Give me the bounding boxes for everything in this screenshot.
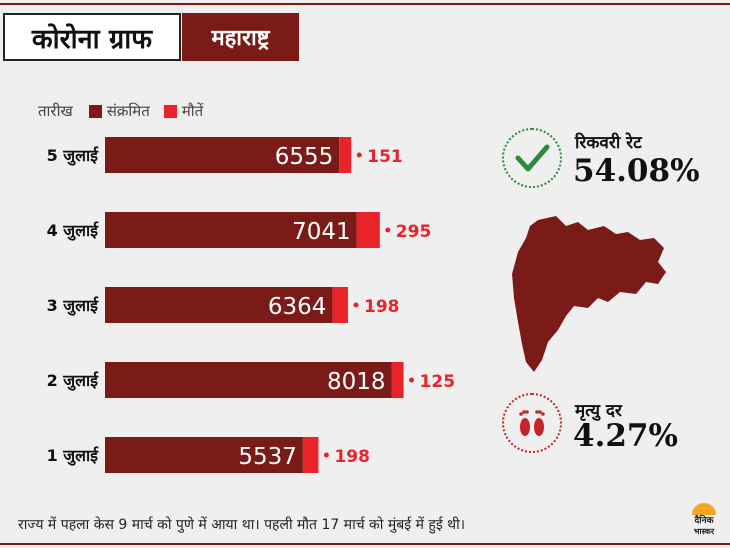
deaths-bar (332, 287, 348, 323)
recovery-circle (502, 128, 562, 188)
death-rate-value: 4.27% (573, 418, 678, 454)
dainik-bhaskar-logo: दैनिक भास्कर (684, 503, 724, 543)
deaths-value-label: 125 (420, 372, 456, 392)
infected-bar (105, 137, 340, 173)
date-label: 5 जुलाई (47, 146, 100, 166)
legend-swatch-infected (88, 104, 102, 118)
deaths-bar (391, 362, 404, 398)
sun-icon (692, 503, 716, 515)
date-label: 2 जुलाई (47, 371, 100, 391)
logo-line-2: भास्कर (693, 527, 715, 536)
maharashtra-map-icon (512, 216, 666, 372)
deaths-value-label: 295 (396, 222, 432, 242)
death-stat (502, 393, 562, 453)
deaths-value-label: 151 (367, 147, 403, 167)
bar-chart: 5 जुलाई 6555 151 4 जुलाई 7041 295 3 जुलाई 6364 1… (47, 137, 456, 473)
recovery-value: 54.08% (573, 153, 700, 189)
chart-legend: तारीख संक्रमित मौतें (38, 100, 217, 122)
deaths-dot (323, 452, 329, 458)
logo-line-1: दैनिक (694, 516, 714, 526)
state-badge: महाराष्ट्र (182, 13, 299, 61)
infected-value-label: 6364 (268, 294, 327, 320)
legend-item-deaths: मौतें (163, 101, 204, 121)
legend-label-infected: संक्रमित (106, 102, 150, 120)
infected-value-label: 8018 (327, 369, 386, 395)
top-border (0, 3, 730, 5)
death-rate-label: मृत्यु दर (575, 401, 622, 421)
infected-bar (105, 362, 392, 398)
legend-label-deaths: मौतें (181, 102, 204, 120)
check-icon (515, 144, 550, 172)
deaths-value-label: 198 (334, 447, 370, 467)
footnote: राज्य में पहला केस 9 मार्च को पुणे में आ… (18, 517, 466, 533)
infected-value-label: 6555 (275, 144, 334, 170)
deaths-dot (409, 377, 415, 383)
deaths-dot (356, 152, 362, 158)
recovery-label: रिकवरी रेट (575, 133, 642, 153)
date-label: 4 जुलाई (47, 221, 100, 241)
legend-swatch-deaths (163, 104, 177, 118)
infected-bar (105, 287, 333, 323)
bottom-border (0, 543, 730, 545)
deaths-bar (302, 437, 319, 473)
footprints-icon (519, 410, 545, 436)
legend-date-label: तारीख (38, 102, 73, 120)
deaths-dot (385, 227, 391, 233)
deaths-dot (353, 302, 359, 308)
date-label: 1 जुलाई (47, 446, 100, 466)
deaths-bar (339, 137, 352, 173)
deaths-value-label: 198 (364, 297, 400, 317)
infected-bar (105, 437, 303, 473)
legend-item-infected: संक्रमित (88, 101, 150, 121)
deaths-bar (356, 212, 380, 248)
infected-value-label: 5537 (238, 444, 297, 470)
infected-value-label: 7041 (292, 219, 351, 245)
page-title: कोरोना ग्राफ (3, 13, 181, 61)
infected-bar (105, 212, 357, 248)
date-label: 3 जुलाई (47, 296, 100, 316)
